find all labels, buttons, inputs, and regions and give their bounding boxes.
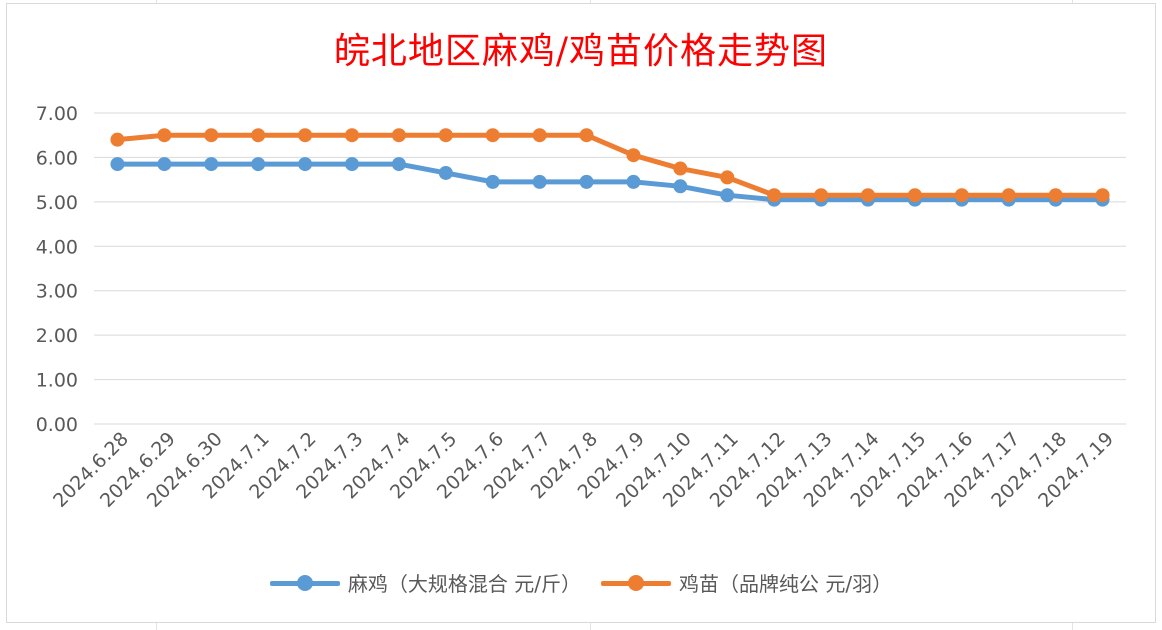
data-point-series-2	[1095, 188, 1110, 203]
y-tick-label: 1.00	[36, 370, 78, 392]
data-point-series-2	[391, 128, 406, 143]
data-point-series-2	[673, 161, 688, 176]
y-tick-label: 4.00	[36, 236, 78, 258]
data-point-series-1	[438, 165, 453, 180]
data-point-series-1	[345, 157, 359, 172]
y-tick-label: 0.00	[36, 414, 78, 436]
data-point-series-2	[814, 188, 829, 203]
data-point-series-2	[1048, 188, 1063, 203]
legend-swatch-series-2	[601, 573, 671, 593]
y-tick-label: 5.00	[36, 192, 78, 214]
chart-area[interactable]	[6, 3, 1156, 623]
data-point-series-1	[110, 157, 125, 172]
data-point-series-2	[626, 148, 641, 163]
data-point-series-1	[485, 174, 500, 189]
data-point-series-2	[1001, 188, 1016, 203]
data-point-series-1	[532, 174, 547, 189]
data-point-series-2	[298, 128, 313, 143]
chart-title: 皖北地区麻鸡/鸡苗价格走势图	[333, 31, 829, 72]
data-point-series-1	[251, 157, 266, 172]
data-point-series-1	[391, 157, 406, 172]
data-point-series-1	[204, 157, 219, 172]
data-point-series-2	[907, 188, 922, 203]
chart-legend: 麻鸡（大规格混合 元/斤） 鸡苗（品牌纯公 元/羽）	[0, 568, 1162, 597]
series-line-2	[114, 132, 1106, 198]
legend-label-series-2: 鸡苗（品牌纯公 元/羽）	[679, 572, 893, 596]
y-tick-label: 6.00	[36, 147, 78, 169]
data-point-series-1	[579, 174, 594, 189]
data-point-series-2	[579, 128, 594, 143]
data-point-series-2	[861, 188, 875, 203]
data-point-series-1	[673, 179, 688, 194]
data-point-series-2	[485, 128, 500, 143]
legend-item-series-1: 麻鸡（大规格混合 元/斤）	[269, 568, 581, 597]
data-point-series-1	[157, 157, 172, 172]
y-tick-label: 7.00	[36, 103, 78, 125]
data-point-series-2	[720, 170, 735, 185]
data-point-series-2	[345, 128, 359, 143]
y-tick-label: 2.00	[36, 325, 78, 347]
y-tick-label: 3.00	[36, 281, 78, 303]
data-point-series-2	[204, 128, 219, 143]
data-point-series-2	[251, 128, 266, 143]
data-point-series-2	[157, 128, 172, 143]
legend-swatch-series-1	[269, 573, 340, 593]
data-point-series-1	[626, 174, 641, 189]
legend-label-series-1: 麻鸡（大规格混合 元/斤）	[347, 572, 581, 596]
data-point-series-2	[532, 128, 547, 143]
data-point-series-2	[110, 132, 125, 147]
data-point-series-1	[720, 188, 735, 203]
series-line-1	[114, 161, 1106, 203]
data-point-series-2	[438, 128, 453, 143]
legend-item-series-2: 鸡苗（品牌纯公 元/羽）	[601, 568, 892, 597]
data-point-series-2	[767, 188, 782, 203]
data-point-series-1	[298, 157, 313, 172]
data-point-series-2	[954, 188, 969, 203]
